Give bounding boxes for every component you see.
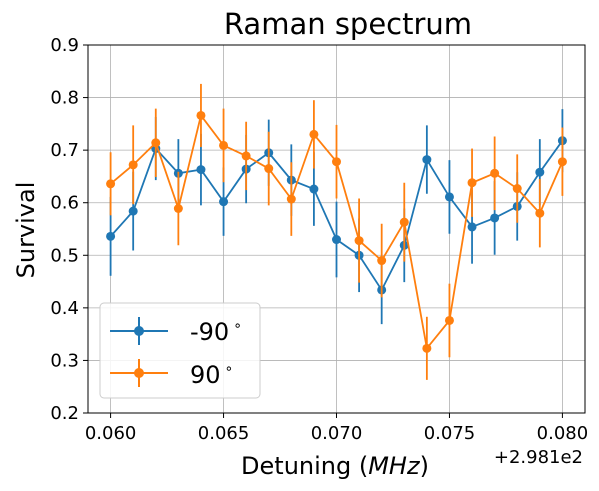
data-point — [196, 165, 206, 175]
data-point — [444, 192, 454, 202]
data-point — [490, 168, 500, 178]
axis-ticks: 0.060 0.065 0.070 0.075 0.080 0.2 0.3 0.4 0.5 0.6… — [50, 35, 588, 444]
data-point — [399, 217, 409, 227]
data-point — [151, 138, 161, 148]
y-tick-label: 0.3 — [50, 350, 79, 371]
data-point — [128, 206, 138, 216]
y-tick-label: 0.6 — [50, 193, 79, 214]
x-axis-offset-label: +2.981e2 — [494, 447, 583, 468]
x-axis-label-close: ) — [420, 452, 429, 480]
y-axis-label: Survival — [12, 182, 40, 279]
data-point — [535, 208, 545, 218]
x-axis-label-unit: MHz — [368, 452, 421, 480]
data-point — [106, 231, 116, 241]
data-point — [173, 203, 183, 213]
data-point — [467, 222, 477, 232]
data-point — [377, 256, 387, 266]
x-axis-label: Detuning (MHz) — [241, 452, 429, 480]
y-tick-label: 0.4 — [50, 298, 79, 319]
data-point — [196, 110, 206, 120]
x-axis-label-text: Detuning ( — [241, 452, 368, 480]
legend: -90 ∘ 90 ∘ — [99, 302, 261, 399]
y-tick-label: 0.8 — [50, 88, 79, 109]
x-tick-label: 0.065 — [198, 423, 250, 444]
legend-marker-series-2 — [134, 368, 144, 378]
y-tick-label: 0.5 — [50, 245, 79, 266]
data-point — [512, 184, 522, 194]
data-point — [286, 194, 296, 204]
y-tick-label: 0.7 — [50, 140, 79, 161]
data-point — [422, 155, 432, 165]
x-tick-label: 0.060 — [85, 423, 137, 444]
data-point — [241, 151, 251, 161]
data-point — [332, 157, 341, 167]
x-tick-label: 0.075 — [424, 423, 476, 444]
data-point — [309, 184, 319, 194]
data-point — [444, 315, 454, 325]
chart-title: Raman spectrum — [224, 7, 472, 41]
data-point — [535, 167, 545, 177]
data-point — [490, 213, 500, 223]
data-point — [557, 157, 567, 167]
data-series — [106, 83, 567, 380]
data-point — [309, 129, 319, 139]
legend-entry-series-1: -90 ∘ — [110, 317, 242, 346]
legend-marker-series-1 — [134, 326, 144, 336]
data-point — [467, 178, 477, 188]
data-point — [332, 235, 341, 245]
x-tick-label: 0.070 — [311, 423, 363, 444]
legend-label-series-1: -90 ∘ — [190, 318, 242, 346]
x-tick-label: 0.080 — [537, 423, 589, 444]
data-point — [106, 179, 116, 189]
data-point — [219, 140, 229, 150]
data-point — [354, 236, 364, 246]
data-point — [422, 343, 432, 353]
data-point — [128, 160, 138, 170]
data-point — [219, 197, 229, 207]
legend-entry-series-2: 90 ∘ — [110, 359, 233, 389]
legend-label-series-2: 90 ∘ — [190, 361, 233, 389]
y-tick-label: 0.9 — [50, 35, 79, 56]
data-point — [264, 164, 274, 174]
y-tick-label: 0.2 — [50, 403, 79, 424]
series-2 — [106, 83, 567, 380]
